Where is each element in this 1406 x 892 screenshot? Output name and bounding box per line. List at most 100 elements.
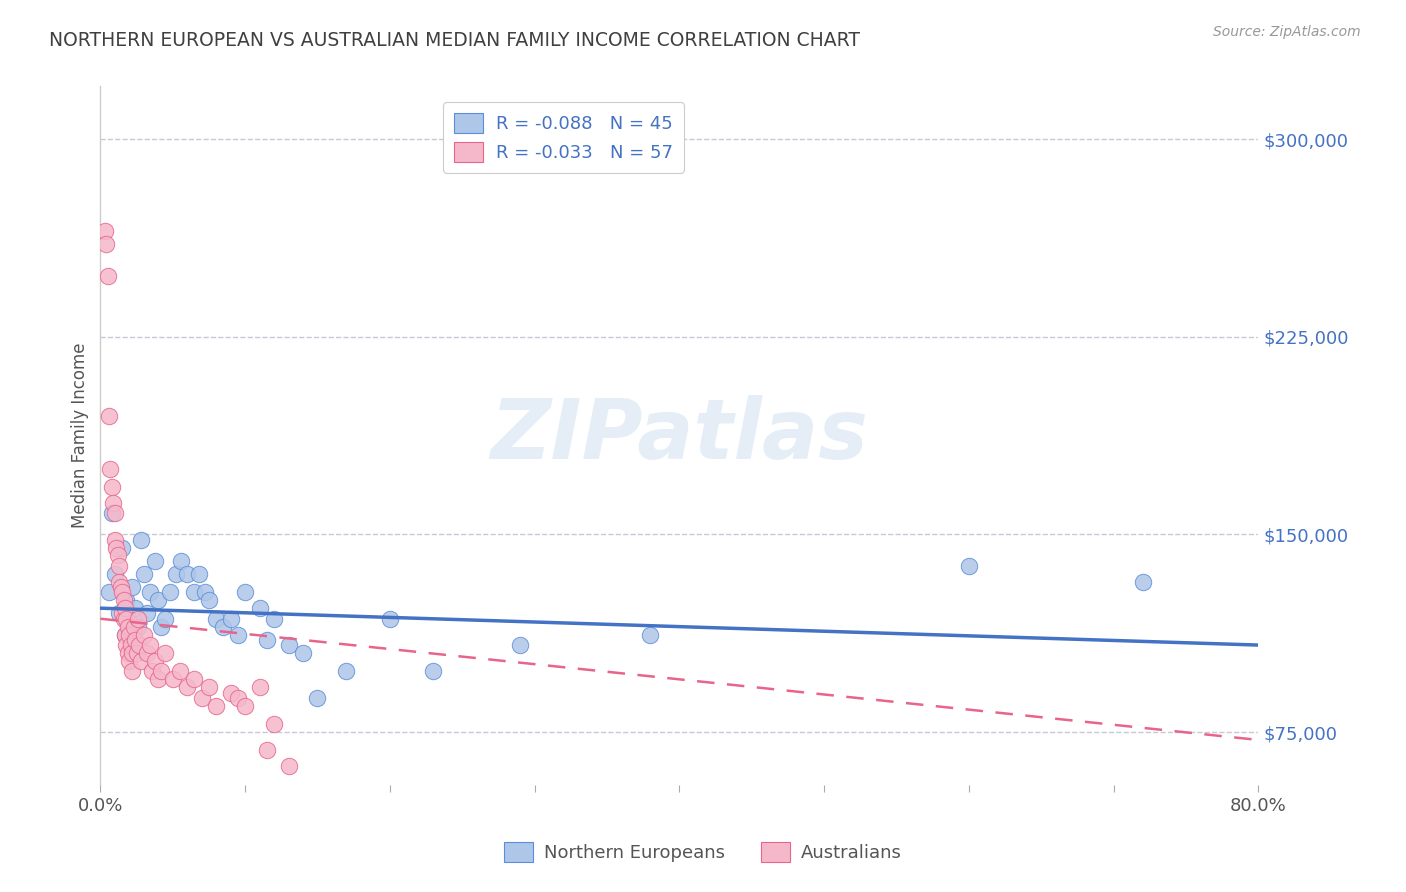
Point: [117, 619, 139, 633]
Point: [111, 541, 134, 555]
Point: [233, 585, 256, 599]
Point: [148, 593, 170, 607]
Point: [105, 541, 128, 555]
Point: [159, 585, 181, 599]
Point: [127, 619, 149, 633]
Point: [143, 554, 166, 568]
Point: [98, 409, 121, 423]
Point: [118, 612, 141, 626]
Point: [104, 506, 127, 520]
Point: [135, 607, 157, 621]
Point: [120, 638, 142, 652]
Point: [125, 646, 148, 660]
Point: [256, 632, 278, 647]
Point: [226, 627, 249, 641]
Point: [115, 638, 138, 652]
Point: [112, 593, 135, 607]
Point: [124, 601, 146, 615]
Point: [150, 619, 173, 633]
Point: [143, 654, 166, 668]
Y-axis label: Median Family Income: Median Family Income: [72, 343, 89, 528]
Point: [292, 646, 315, 660]
Point: [121, 646, 143, 660]
Point: [110, 580, 132, 594]
Point: [263, 612, 285, 626]
Legend: R = -0.088   N = 45, R = -0.033   N = 57: R = -0.088 N = 45, R = -0.033 N = 57: [443, 103, 683, 173]
Point: [148, 673, 170, 687]
Point: [194, 585, 217, 599]
Point: [378, 612, 401, 626]
Point: [205, 698, 228, 713]
Point: [187, 566, 209, 581]
Point: [115, 612, 138, 626]
Point: [176, 566, 198, 581]
Point: [93, 224, 115, 238]
Point: [101, 480, 124, 494]
Point: [155, 646, 177, 660]
Point: [127, 612, 149, 626]
Point: [150, 665, 173, 679]
Point: [111, 607, 134, 621]
Point: [957, 559, 980, 574]
Point: [129, 654, 152, 668]
Point: [183, 585, 205, 599]
Point: [226, 690, 249, 705]
Point: [118, 627, 141, 641]
Point: [335, 665, 357, 679]
Point: [121, 580, 143, 594]
Point: [277, 759, 299, 773]
Point: [212, 619, 235, 633]
Point: [97, 269, 120, 284]
Point: [256, 743, 278, 757]
Point: [108, 574, 131, 589]
Point: [111, 585, 134, 599]
Point: [108, 607, 131, 621]
Point: [205, 612, 228, 626]
Point: [104, 533, 127, 547]
Point: [307, 690, 329, 705]
Point: [141, 665, 163, 679]
Point: [219, 612, 242, 626]
Point: [233, 698, 256, 713]
Legend: Northern Europeans, Australians: Northern Europeans, Australians: [498, 835, 908, 870]
Point: [128, 638, 150, 652]
Point: [249, 680, 271, 694]
Point: [640, 627, 662, 641]
Point: [103, 496, 125, 510]
Point: [169, 665, 191, 679]
Point: [132, 566, 155, 581]
Text: ZIPatlas: ZIPatlas: [491, 395, 869, 476]
Point: [277, 638, 299, 652]
Point: [509, 638, 531, 652]
Point: [155, 612, 177, 626]
Point: [176, 680, 198, 694]
Point: [100, 461, 122, 475]
Point: [138, 585, 160, 599]
Point: [198, 680, 221, 694]
Point: [1132, 574, 1154, 589]
Point: [107, 549, 129, 563]
Point: [132, 627, 155, 641]
Point: [112, 612, 135, 626]
Point: [263, 717, 285, 731]
Point: [114, 627, 136, 641]
Point: [94, 237, 117, 252]
Point: [198, 593, 221, 607]
Text: Source: ZipAtlas.com: Source: ZipAtlas.com: [1213, 25, 1361, 39]
Point: [124, 632, 146, 647]
Point: [98, 585, 121, 599]
Point: [101, 506, 124, 520]
Point: [183, 673, 205, 687]
Point: [121, 665, 143, 679]
Point: [129, 533, 152, 547]
Point: [422, 665, 444, 679]
Point: [190, 690, 212, 705]
Point: [117, 646, 139, 660]
Point: [162, 673, 184, 687]
Text: NORTHERN EUROPEAN VS AUSTRALIAN MEDIAN FAMILY INCOME CORRELATION CHART: NORTHERN EUROPEAN VS AUSTRALIAN MEDIAN F…: [49, 31, 860, 50]
Point: [108, 559, 131, 574]
Point: [118, 654, 141, 668]
Point: [135, 646, 157, 660]
Point: [104, 566, 127, 581]
Point: [170, 554, 193, 568]
